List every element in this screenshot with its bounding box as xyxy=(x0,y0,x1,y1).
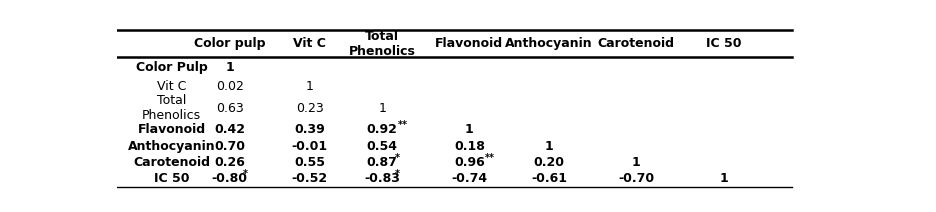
Text: Vit C: Vit C xyxy=(156,80,186,93)
Text: Carotenoid: Carotenoid xyxy=(133,156,210,169)
Text: IC 50: IC 50 xyxy=(705,37,740,50)
Text: 1: 1 xyxy=(305,80,314,93)
Text: Color Pulp: Color Pulp xyxy=(136,61,207,74)
Text: 0.96: 0.96 xyxy=(453,156,484,169)
Text: -0.52: -0.52 xyxy=(291,172,328,185)
Text: 0.70: 0.70 xyxy=(214,140,245,153)
Text: Flavonoid: Flavonoid xyxy=(138,123,205,136)
Text: -0.74: -0.74 xyxy=(451,172,487,185)
Text: 0.87: 0.87 xyxy=(366,156,397,169)
Text: 0.18: 0.18 xyxy=(453,140,484,153)
Text: -0.61: -0.61 xyxy=(531,172,566,185)
Text: *: * xyxy=(395,153,400,163)
Text: -0.70: -0.70 xyxy=(618,172,653,185)
Text: Color pulp: Color pulp xyxy=(194,37,265,50)
Text: IC 50: IC 50 xyxy=(154,172,189,185)
Text: 0.02: 0.02 xyxy=(215,80,243,93)
Text: 0.23: 0.23 xyxy=(296,102,323,115)
Text: *: * xyxy=(395,169,400,179)
Text: Total
Phenolics: Total Phenolics xyxy=(348,30,416,58)
Text: 0.55: 0.55 xyxy=(294,156,325,169)
Text: -0.80: -0.80 xyxy=(212,172,247,185)
Text: 1: 1 xyxy=(225,61,234,74)
Text: *: * xyxy=(242,169,247,179)
Text: **: ** xyxy=(397,120,407,130)
Text: 0.42: 0.42 xyxy=(214,123,245,136)
Text: 0.20: 0.20 xyxy=(534,156,564,169)
Text: -0.83: -0.83 xyxy=(364,172,400,185)
Text: 0.39: 0.39 xyxy=(294,123,325,136)
Text: Carotenoid: Carotenoid xyxy=(597,37,674,50)
Text: 1: 1 xyxy=(464,123,474,136)
Text: 0.54: 0.54 xyxy=(366,140,397,153)
Text: Anthocyanin: Anthocyanin xyxy=(505,37,592,50)
Text: 1: 1 xyxy=(544,140,553,153)
Text: Anthocyanin: Anthocyanin xyxy=(127,140,215,153)
Text: **: ** xyxy=(484,153,494,163)
Text: 0.92: 0.92 xyxy=(366,123,397,136)
Text: 1: 1 xyxy=(718,172,727,185)
Text: Vit C: Vit C xyxy=(293,37,326,50)
Text: 0.63: 0.63 xyxy=(215,102,243,115)
Text: 0.26: 0.26 xyxy=(214,156,245,169)
Text: -0.01: -0.01 xyxy=(291,140,328,153)
Text: 1: 1 xyxy=(378,102,386,115)
Text: Flavonoid: Flavonoid xyxy=(435,37,503,50)
Text: Total
Phenolics: Total Phenolics xyxy=(142,94,201,122)
Text: 1: 1 xyxy=(631,156,640,169)
